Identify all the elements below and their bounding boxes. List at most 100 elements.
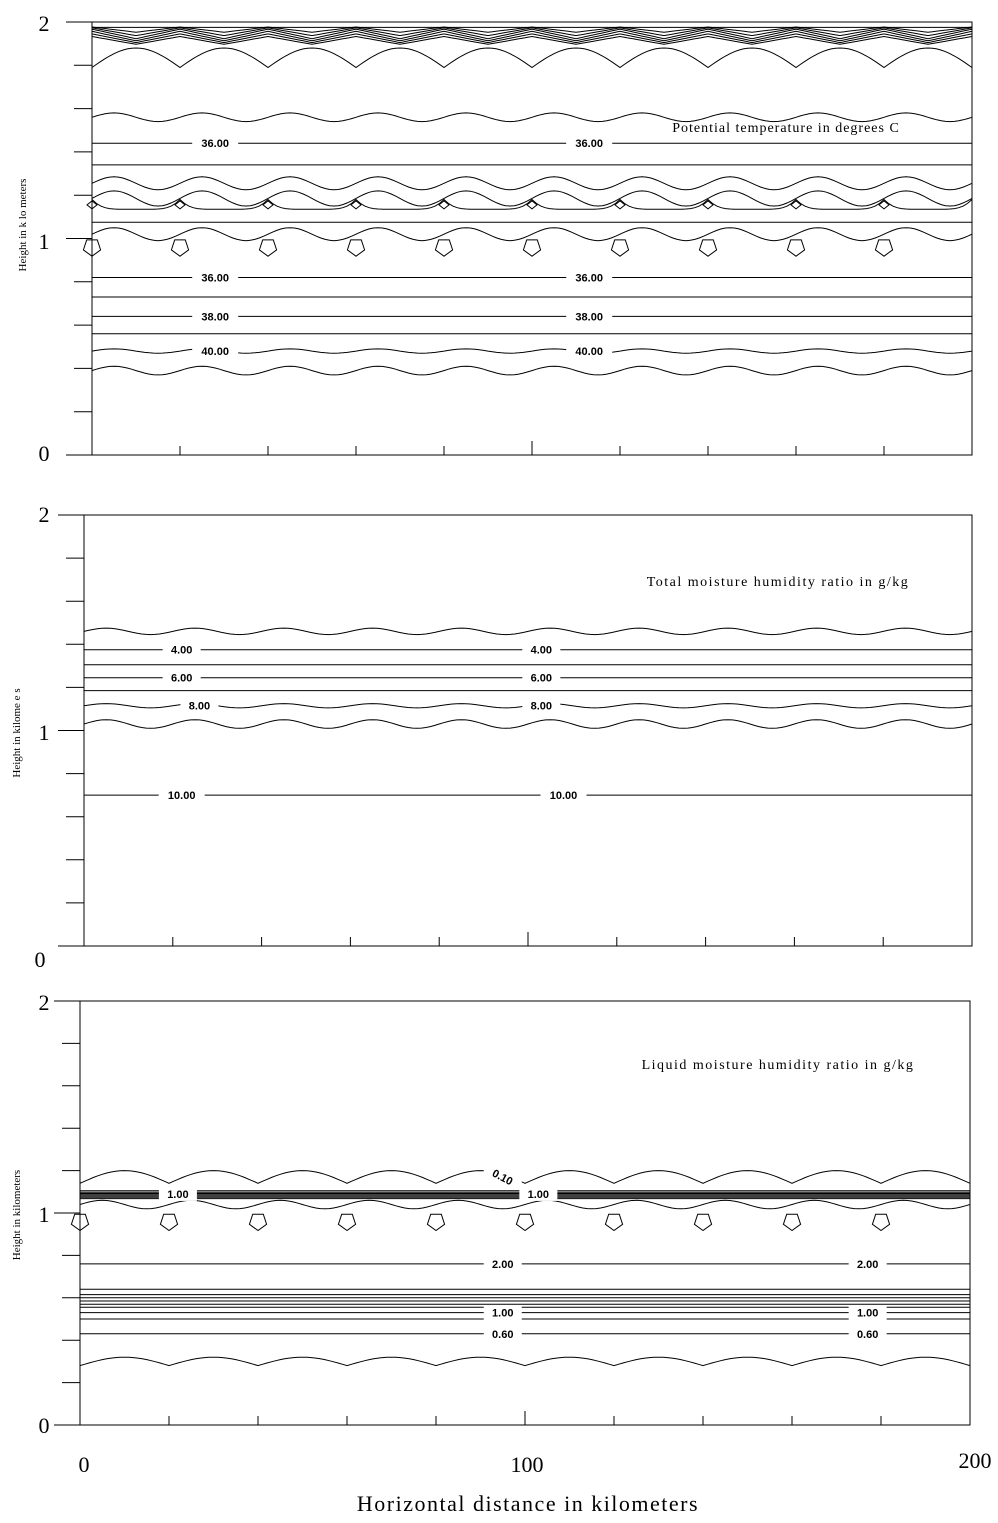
ylabel-panel-2: Height in kilome e s: [11, 688, 23, 777]
ytick-label-p1-2: 2: [39, 11, 50, 36]
contour-label-bg: [566, 344, 613, 359]
closed-contour-cell: [604, 1213, 624, 1232]
contour-line: [91, 348, 973, 354]
contour-label-bg: [483, 1169, 522, 1184]
closed-contour-cell: [522, 239, 542, 257]
contour-label-bg: [848, 1256, 887, 1271]
ytick-label-p1-0: 0: [39, 441, 50, 466]
contour-label: 1.00: [857, 1308, 878, 1320]
contour-label-bg: [566, 270, 613, 285]
closed-contour-cell: [426, 1213, 446, 1232]
contour-label-bg: [483, 1256, 522, 1271]
contour-label: 36.00: [575, 138, 603, 150]
xtick-label-100: 100: [511, 1452, 544, 1477]
contour-line: [91, 28, 973, 40]
contour-label-bg: [180, 698, 219, 713]
contour-line: [91, 30, 973, 42]
contour-label: 1.00: [492, 1308, 513, 1320]
contour-label-bg: [566, 309, 613, 324]
closed-contour-cell: [159, 1213, 179, 1232]
contour-label: 40.00: [575, 346, 603, 358]
closed-contour-cell: [337, 1213, 357, 1232]
closed-contour-cell: [262, 200, 274, 210]
closed-contour-cell: [878, 200, 890, 210]
closed-contour-cell: [874, 239, 894, 257]
contour-label-bg: [522, 670, 561, 685]
contour-label: 1.00: [528, 1189, 549, 1201]
contour-label-bg: [192, 270, 239, 285]
title-potential-temperature: Potential temperature in degrees C: [672, 121, 900, 136]
ylabel-panel-1: Height in k lo meters: [17, 179, 29, 272]
panel-total-moisture: 4.00 4.00 6.00 6.00 8.00 8.00 10.00 10.00: [58, 514, 973, 947]
closed-contour-cell: [782, 1213, 802, 1232]
closed-contour-cell: [438, 200, 450, 210]
contour-label-bg: [158, 788, 205, 803]
contour-label: 10.00: [168, 790, 196, 802]
ytick-label-p3-0: 0: [39, 1413, 50, 1438]
contour-label-bg: [162, 642, 201, 657]
panel-liquid-moisture: 0.101.00 1.002.00 2.001.00 1.000.60 0.60: [54, 1000, 971, 1426]
closed-contour-cell: [170, 239, 190, 257]
ytick-label-p2-2: 2: [39, 502, 50, 527]
title-liquid-moisture: Liquid moisture humidity ratio in g/kg: [642, 1058, 915, 1073]
contour-label-bg: [192, 136, 239, 151]
ytick-label-p3-2: 2: [39, 990, 50, 1015]
closed-contour-cell: [174, 200, 186, 210]
ytick-label-p2-1: 1: [39, 720, 50, 745]
closed-contour-cell: [786, 239, 806, 257]
contour-line: [91, 27, 973, 37]
contour-line: [91, 47, 973, 69]
contour-label-bg: [483, 1305, 522, 1320]
closed-contour-cell: [346, 239, 366, 257]
contour-label: 1.00: [167, 1189, 188, 1201]
closed-contour-cell: [434, 239, 454, 257]
closed-contour-cell: [693, 1213, 713, 1232]
contour-line: [91, 365, 973, 376]
contour-line: [79, 1199, 971, 1210]
contour-label-bg: [566, 136, 613, 151]
closed-contour-cell: [698, 239, 718, 257]
ytick-label-p1-1: 1: [39, 229, 50, 254]
contour-label-bg: [522, 698, 561, 713]
contour-line: [83, 627, 973, 636]
closed-contour-cell: [350, 200, 362, 210]
contour-label: 38.00: [201, 311, 229, 323]
contour-line: [79, 1170, 971, 1184]
contour-label-bg: [158, 1186, 197, 1201]
contour-label: 36.00: [575, 272, 603, 284]
panel-potential-temperature: 36.00 36.00 36.00 36.00 38.00 38.00 40.00 40.00: [66, 21, 973, 456]
contour-label-bg: [192, 309, 239, 324]
contour-label: 0.60: [857, 1329, 878, 1341]
contour-line: [91, 227, 973, 242]
contour-label: 2.00: [857, 1259, 878, 1271]
contour-label: 6.00: [531, 673, 552, 685]
ytick-label-p2-0: 0: [35, 947, 46, 972]
closed-contour-cell: [515, 1213, 535, 1232]
contour-line: [91, 198, 973, 210]
contour-label: 8.00: [531, 701, 552, 713]
contour-label: 40.00: [201, 346, 229, 358]
contour-label: 6.00: [171, 673, 192, 685]
ytick-label-p3-1: 1: [39, 1202, 50, 1227]
xtick-label-200: 200: [959, 1448, 992, 1473]
contour-line: [79, 1356, 971, 1367]
contour-line: [91, 35, 973, 45]
contour-line: [83, 719, 973, 729]
contour-label: 0.60: [492, 1329, 513, 1341]
closed-contour-cell: [82, 239, 102, 257]
contour-label-bg: [192, 344, 239, 359]
closed-contour-cell: [610, 239, 630, 257]
ylabel-panel-3: Height in kilometers: [11, 1170, 23, 1260]
contour-label: 2.00: [492, 1259, 513, 1271]
title-total-moisture: Total moisture humidity ratio in g/kg: [647, 575, 910, 590]
contour-label-bg: [519, 1186, 558, 1201]
closed-contour-cell: [790, 200, 802, 210]
contour-line: [91, 190, 973, 207]
contour-label: 38.00: [575, 311, 603, 323]
closed-contour-cell: [702, 200, 714, 210]
closed-contour-cell: [86, 200, 98, 210]
closed-contour-cell: [70, 1213, 90, 1232]
contour-label-bg: [483, 1326, 522, 1341]
contour-label-bg: [848, 1305, 887, 1320]
